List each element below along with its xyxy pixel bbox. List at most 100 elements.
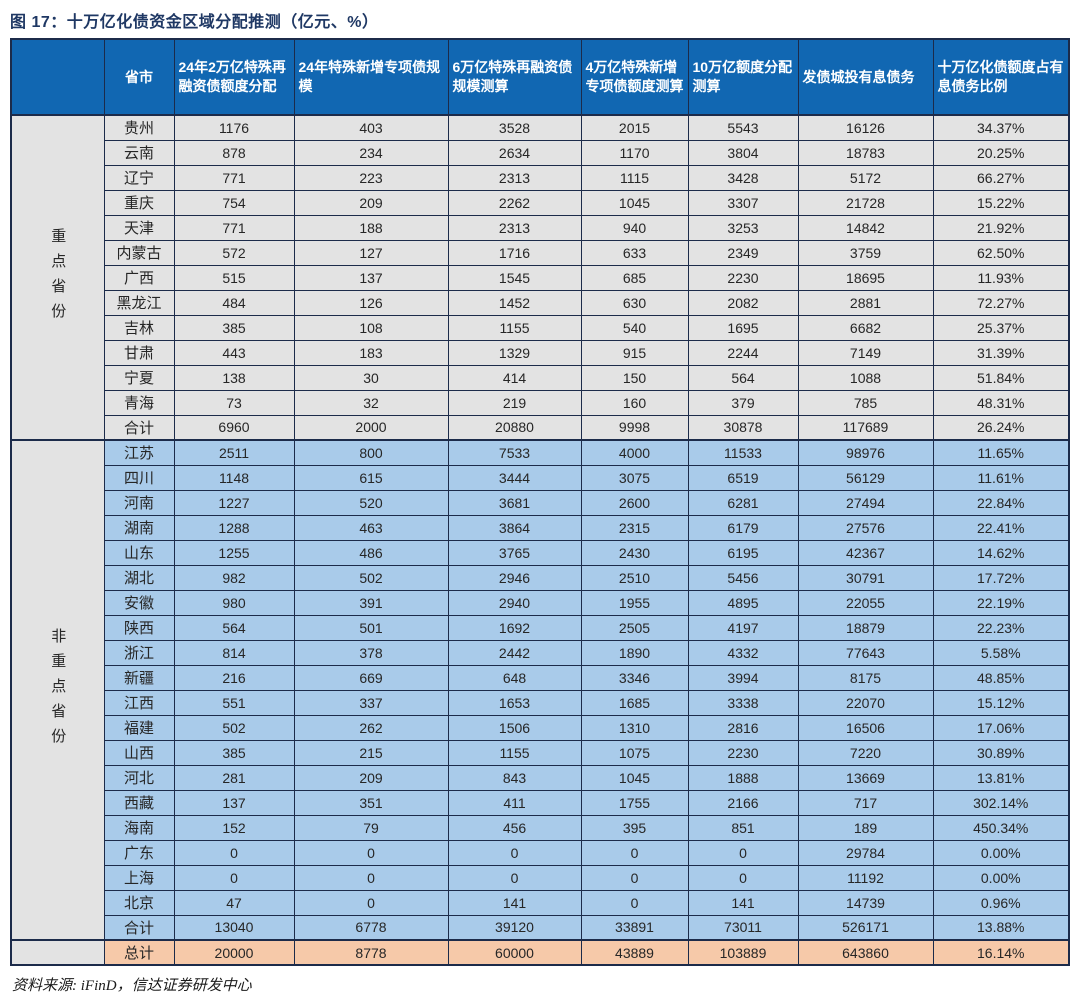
value-cell: 20000 [173,939,295,966]
province-cell: 陕西 [103,614,175,641]
value-cell: 391 [293,589,449,616]
value-cell: 43889 [580,939,689,966]
value-cell: 141 [687,889,799,916]
value-cell: 1155 [447,314,582,341]
value-cell: 3994 [687,664,799,691]
value-cell: 1176 [173,114,295,141]
table-row: 内蒙古 572 127 1716 633 2349 3759 62.50% [11,239,1070,266]
province-cell: 黑龙江 [103,289,175,316]
value-cell: 188 [293,214,449,241]
ratio-cell: 17.06% [932,714,1070,741]
table-row: 广东 0 0 0 0 0 29784 0.00% [11,839,1070,866]
value-cell: 443 [173,339,295,366]
value-cell: 385 [173,314,295,341]
value-cell: 395 [580,814,689,841]
ratio-cell: 51.84% [932,364,1070,391]
grand-total-row: 总计 20000 8778 60000 43889 103889 643860 16.14% [10,939,1070,966]
value-cell: 379 [687,389,799,416]
subtotal-row: 合计 13040 6778 39120 33891 73011 526171 13.88% [11,914,1070,941]
value-cell: 22055 [797,589,934,616]
value-cell: 2166 [687,789,799,816]
province-cell: 合计 [103,914,175,941]
value-cell: 2000 [293,414,449,441]
value-cell: 6682 [797,314,934,341]
ratio-cell: 17.72% [932,564,1070,591]
province-cell: 四川 [103,464,175,491]
value-cell: 183 [293,339,449,366]
value-cell: 2816 [687,714,799,741]
value-cell: 1695 [687,314,799,341]
table-row: 山西 385 215 1155 1075 2230 7220 30.89% [11,739,1070,766]
value-cell: 0 [293,839,449,866]
value-cell: 8778 [293,939,449,966]
value-cell: 79 [293,814,449,841]
subtotal-row: 合计 6960 2000 20880 9998 30878 117689 26.24% [11,414,1070,441]
value-cell: 982 [173,564,295,591]
value-cell: 940 [580,214,689,241]
value-cell: 14842 [797,214,934,241]
value-cell: 6519 [687,464,799,491]
value-cell: 630 [580,289,689,316]
value-cell: 0 [173,864,295,891]
ratio-cell: 30.89% [932,739,1070,766]
value-cell: 980 [173,589,295,616]
value-cell: 643860 [797,939,934,966]
value-cell: 209 [293,189,449,216]
column-header: 省市 [103,38,175,116]
value-cell: 1329 [447,339,582,366]
value-cell: 0 [580,889,689,916]
province-cell: 贵州 [103,114,175,141]
value-cell: 0 [293,864,449,891]
value-cell: 7533 [447,439,582,466]
table-row: 陕西 564 501 1692 2505 4197 18879 22.23% [11,614,1070,641]
column-header: 十万亿化债额度占有息债务比例 [932,38,1070,116]
value-cell: 385 [173,739,295,766]
ratio-cell: 450.34% [932,814,1070,841]
value-cell: 2262 [447,189,582,216]
value-cell: 2511 [173,439,295,466]
value-cell: 1227 [173,489,295,516]
table-row: 湖南 1288 463 3864 2315 6179 27576 22.41% [11,514,1070,541]
value-cell: 0 [447,839,582,866]
table-row: 甘肃 443 183 1329 915 2244 7149 31.39% [11,339,1070,366]
value-cell: 337 [293,689,449,716]
table-row: 重点省份 贵州 1176 403 3528 2015 5543 16126 34.37% [10,114,1070,441]
province-cell: 江西 [103,689,175,716]
table-row: 四川 1148 615 3444 3075 6519 56129 11.61% [11,464,1070,491]
value-cell: 137 [173,789,295,816]
value-cell: 18695 [797,264,934,291]
table-row: 江西 551 337 1653 1685 3338 22070 15.12% [11,689,1070,716]
value-cell: 73011 [687,914,799,941]
value-cell: 126 [293,289,449,316]
value-cell: 5543 [687,114,799,141]
table-row: 非重点省份 江苏 2511 800 7533 4000 11533 98976 11.65% [10,439,1070,941]
value-cell: 648 [447,664,582,691]
value-cell: 20880 [447,414,582,441]
column-header: 6万亿特殊再融资债规模测算 [447,38,582,116]
value-cell: 520 [293,489,449,516]
ratio-cell: 0.00% [932,839,1070,866]
ratio-cell: 11.61% [932,464,1070,491]
value-cell: 219 [447,389,582,416]
value-cell: 3864 [447,514,582,541]
ratio-cell: 11.93% [932,264,1070,291]
table-row: 辽宁 771 223 2313 1115 3428 5172 66.27% [11,164,1070,191]
value-cell: 6195 [687,539,799,566]
value-cell: 11533 [687,439,799,466]
value-cell: 21728 [797,189,934,216]
value-cell: 1890 [580,639,689,666]
value-cell: 771 [173,164,295,191]
value-cell: 60000 [447,939,582,966]
province-cell: 河南 [103,489,175,516]
value-cell: 77643 [797,639,934,666]
value-cell: 403 [293,114,449,141]
table-row: 上海 0 0 0 0 0 11192 0.00% [11,864,1070,891]
value-cell: 160 [580,389,689,416]
value-cell: 1088 [797,364,934,391]
value-cell: 2230 [687,264,799,291]
table-row: 安徽 980 391 2940 1955 4895 22055 22.19% [11,589,1070,616]
ratio-cell: 22.41% [932,514,1070,541]
value-cell: 0 [293,889,449,916]
value-cell: 378 [293,639,449,666]
table-row: 北京 47 0 141 0 141 14739 0.96% [11,889,1070,916]
